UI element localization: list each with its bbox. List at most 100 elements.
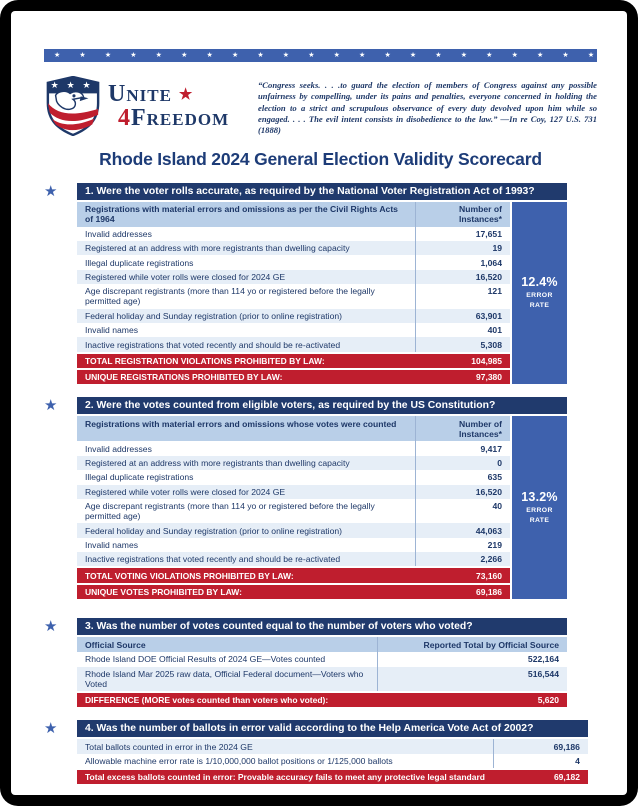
row-label: Total ballots counted in error in the 20…: [85, 741, 253, 752]
section-star-icon: ★: [44, 182, 58, 200]
row-value: 4: [492, 753, 588, 769]
total-label: UNIQUE VOTES PROHIBITED BY LAW:: [85, 587, 242, 598]
row-label: Allowable machine error rate is 1/10,000…: [85, 755, 393, 766]
table-row: Inactive registrations that voted recent…: [77, 337, 510, 352]
total-value: 69,182: [553, 772, 580, 783]
official-source-table: Official Source Reported Total by Offici…: [77, 637, 567, 708]
section-voter-rolls: ★ 1. Were the voter rolls accurate, as r…: [44, 182, 597, 385]
section-4-heading: 4. Was the number of ballots in error va…: [77, 720, 588, 738]
total-label: TOTAL VOTING VIOLATIONS PROHIBITED BY LA…: [85, 570, 294, 581]
table-header-row: Official Source Reported Total by Offici…: [77, 637, 567, 653]
congress-quote: “Congress seeks. . . .to guard the elect…: [258, 80, 597, 137]
logo-wordmark: Unite ★ 4Freedom: [108, 82, 229, 130]
section-ballots-in-error: ★ 4. Was the number of ballots in error …: [44, 720, 597, 785]
row-label: Federal holiday and Sunday registration …: [85, 310, 342, 321]
row-value: 19: [415, 241, 510, 256]
row-value: 69,186: [492, 739, 588, 754]
logo-word1: Unite: [108, 81, 172, 107]
table-row: Registered while voter rolls were closed…: [77, 269, 510, 285]
row-value: 121: [415, 284, 510, 309]
row-label: Invalid addresses: [85, 228, 152, 239]
error-rate-caption: ERROR RATE: [526, 506, 553, 524]
logo-word2: Freedom: [131, 105, 230, 131]
table-row: Registered while voter rolls were closed…: [77, 484, 510, 499]
table-row: Rhode Island DOE Official Results of 202…: [77, 652, 567, 667]
difference-bar: DIFFERENCE (MORE votes counted than vote…: [77, 692, 567, 708]
section-star-icon: ★: [44, 397, 58, 415]
section-star-icon: ★: [44, 720, 58, 738]
row-label: Registered at an address with more regis…: [85, 458, 350, 469]
column-header: Reported Total by Official Source: [377, 637, 567, 653]
row-value: 635: [415, 470, 510, 485]
total-label: TOTAL REGISTRATION VIOLATIONS PROHIBITED…: [85, 355, 325, 366]
logo-number: 4: [118, 105, 131, 131]
registration-errors-table: Registrations with material errors and o…: [77, 201, 510, 385]
row-value: 219: [415, 537, 510, 553]
table-header-row: Registrations with material errors and o…: [77, 201, 510, 227]
unique-violations-bar: UNIQUE VOTES PROHIBITED BY LAW: 69,186: [77, 584, 510, 600]
row-value: 16,520: [415, 269, 510, 285]
table-row: Inactive registrations that voted recent…: [77, 552, 510, 567]
star-banner: ★ ★ ★ ★ ★ ★ ★ ★ ★ ★ ★ ★ ★ ★ ★ ★ ★ ★ ★ ★ …: [44, 49, 597, 62]
row-value: 5,308: [415, 337, 510, 352]
total-label: DIFFERENCE (MORE votes counted than vote…: [85, 695, 329, 706]
page-title: Rhode Island 2024 General Election Valid…: [99, 148, 542, 169]
table-row: Allowable machine error rate is 1/10,000…: [77, 753, 588, 769]
table-row: Registered at an address with more regis…: [77, 241, 510, 256]
row-label: Age discrepant registrants (more than 11…: [85, 501, 375, 522]
table-row: Federal holiday and Sunday registration …: [77, 523, 510, 538]
ballot-error-table: Total ballots counted in error in the 20…: [77, 739, 588, 785]
error-rate-badge: 13.2% ERROR RATE: [512, 416, 567, 600]
scorecard-page: ★ ★ ★ ★ ★ ★ ★ ★ ★ ★ ★ ★ ★ ★ ★ ★ ★ ★ ★ ★ …: [11, 11, 627, 795]
excess-ballots-bar: Total excess ballots counted in error: P…: [77, 770, 588, 785]
table-row: Age discrepant registrants (more than 11…: [77, 284, 510, 309]
total-value: 5,620: [537, 695, 559, 706]
table-row: Total ballots counted in error in the 20…: [77, 739, 588, 754]
row-value: 1,064: [415, 255, 510, 270]
column-header: Official Source: [85, 639, 146, 650]
row-value: 401: [415, 322, 510, 338]
row-value: 40: [415, 498, 510, 524]
error-rate-value: 13.2%: [521, 489, 558, 504]
section-votes-counted: ★ 2. Were the votes counted from eligibl…: [44, 397, 597, 600]
table-row: Illegal duplicate registrations 635: [77, 470, 510, 485]
section-2-heading: 2. Were the votes counted from eligible …: [77, 397, 567, 415]
section-votes-vs-voters: ★ 3. Was the number of votes counted equ…: [44, 618, 597, 708]
total-value: 73,160: [476, 570, 502, 581]
table-row: Age discrepant registrants (more than 11…: [77, 498, 510, 524]
column-header: Registrations with material errors and o…: [85, 204, 398, 225]
table-row: Invalid names 219: [77, 537, 510, 553]
error-rate-value: 12.4%: [521, 274, 558, 289]
row-value: 63,901: [415, 308, 510, 323]
row-label: Federal holiday and Sunday registration …: [85, 525, 342, 536]
row-value: 522,164: [377, 652, 567, 667]
section-star-icon: ★: [44, 618, 58, 636]
row-label: Inactive registrations that voted recent…: [85, 339, 341, 350]
section-1-heading: 1. Were the voter rolls accurate, as req…: [77, 182, 567, 200]
quote-text: “Congress seeks. . . .to guard the elect…: [258, 80, 597, 125]
total-label: Total excess ballots counted in error: P…: [85, 772, 485, 783]
row-label: Illegal duplicate registrations: [85, 472, 194, 483]
table-row: Invalid names 401: [77, 322, 510, 338]
table-row: Invalid addresses 17,651: [77, 226, 510, 242]
unique-violations-bar: UNIQUE REGISTRATIONS PROHIBITED BY LAW: 9…: [77, 370, 510, 385]
error-rate-badge: 12.4% ERROR RATE: [512, 201, 567, 385]
unite4freedom-logo: Unite ★ 4Freedom: [44, 76, 244, 136]
row-label: Rhode Island Mar 2025 raw data, Official…: [85, 668, 364, 689]
total-value: 104,985: [471, 355, 502, 366]
row-value: 9,417: [415, 441, 510, 456]
row-label: Age discrepant registrants (more than 11…: [85, 286, 375, 307]
total-value: 97,380: [476, 372, 502, 383]
row-label: Invalid names: [85, 325, 139, 336]
column-header: Number of Instances*: [415, 201, 510, 227]
row-label: Inactive registrations that voted recent…: [85, 554, 341, 565]
section-3-heading: 3. Was the number of votes counted equal…: [77, 618, 567, 636]
column-header: Registrations with material errors and o…: [85, 418, 397, 429]
quote-citation: —In re Coy, 127 U.S. 731 (1888): [258, 114, 597, 136]
row-label: Registered at an address with more regis…: [85, 243, 350, 254]
column-header: Number of Instances*: [415, 416, 510, 442]
row-label: Invalid addresses: [85, 443, 152, 454]
logo-star-icon: ★: [178, 87, 194, 103]
total-violations-bar: TOTAL VOTING VIOLATIONS PROHIBITED BY LA…: [77, 568, 510, 583]
